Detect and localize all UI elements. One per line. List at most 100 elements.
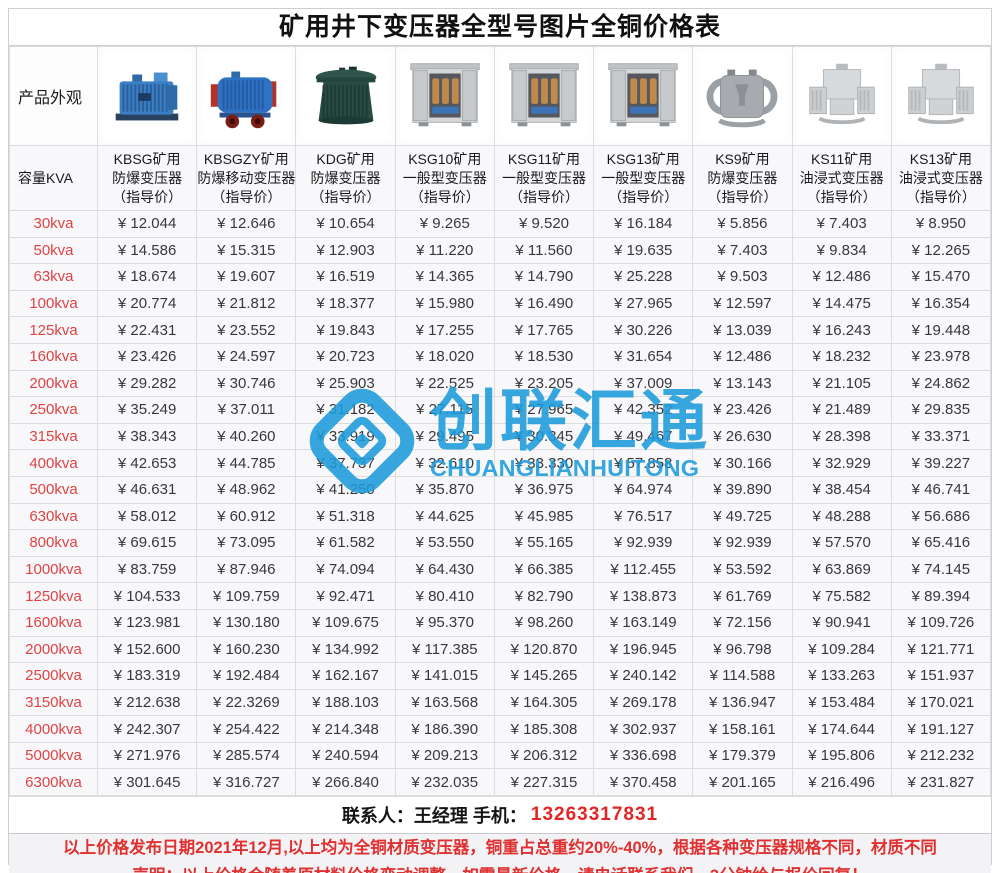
model-header-line: 防爆变压器: [310, 169, 381, 186]
capacity-cell: 2500kva: [9, 662, 98, 690]
price-cell: ¥ 271.976: [96, 741, 198, 770]
price-cell: ¥ 18.674: [96, 263, 198, 291]
capacity-cell: 1250kva: [9, 582, 98, 610]
capacity-cell: 125kva: [9, 316, 98, 344]
price-cell: ¥ 158.161: [692, 715, 793, 743]
price-cell: ¥ 18.020: [394, 342, 495, 371]
price-cell: ¥ 44.785: [196, 449, 297, 477]
price-cell: ¥ 72.156: [692, 608, 793, 637]
price-cell: ¥ 316.727: [196, 768, 297, 797]
price-cell: ¥ 29.495: [394, 422, 495, 451]
price-cell: ¥ 21.812: [196, 289, 297, 318]
price-cell: ¥ 160.230: [196, 635, 297, 664]
product-photo-3: [295, 46, 396, 146]
price-cell: ¥ 48.288: [791, 502, 892, 531]
price-cell: ¥ 32.929: [791, 449, 892, 477]
price-cell: ¥ 37.009: [593, 369, 694, 398]
price-cell: ¥ 42.653: [96, 449, 198, 477]
price-cell: ¥ 74.094: [295, 555, 396, 584]
price-cell: ¥ 163.568: [394, 688, 495, 717]
model-header-cell: KSG13矿用 一般型变压器 （指导价）: [593, 145, 694, 211]
price-row: 50kva ¥ 14.586 ¥ 15.315 ¥ 12.903 ¥ 11.220 ¥ 1…: [9, 236, 992, 265]
price-cell: ¥ 21.489: [791, 396, 892, 424]
price-cell: ¥ 31.182: [295, 396, 396, 424]
disclaimer-line2: 声明：以上价格会随着原材料价格变动调整，如需最新价格，请电话联系我们，3分钟给与…: [132, 862, 867, 873]
price-cell: ¥ 19.448: [890, 316, 992, 344]
capacity-cell: 3150kva: [9, 688, 98, 717]
capacity-corner-cell: 容量KVA: [9, 145, 98, 211]
price-cell: ¥ 14.475: [791, 289, 892, 318]
capacity-cell: 500kva: [9, 475, 98, 504]
price-cell: ¥ 48.962: [196, 475, 297, 504]
capacity-cell: 63kva: [9, 263, 98, 291]
price-cell: ¥ 9.834: [791, 236, 892, 265]
price-cell: ¥ 9.265: [394, 210, 495, 238]
price-cell: ¥ 133.263: [791, 662, 892, 690]
capacity-cell: 160kva: [9, 342, 98, 371]
price-cell: ¥ 87.946: [196, 555, 297, 584]
capacity-cell: 1000kva: [9, 555, 98, 584]
price-cell: ¥ 11.560: [493, 236, 595, 265]
price-cell: ¥ 16.184: [593, 210, 694, 238]
price-cell: ¥ 31.654: [593, 342, 694, 371]
price-cell: ¥ 141.015: [394, 662, 495, 690]
sheet-frame: 矿用井下变压器全型号图片全铜价格表 产品外观: [8, 8, 992, 873]
price-cell: ¥ 7.403: [692, 236, 793, 265]
price-cell: ¥ 40.260: [196, 422, 297, 451]
kdg-round-green-transformer-image: [301, 52, 390, 140]
price-cell: ¥ 104.533: [96, 582, 198, 610]
price-cell: ¥ 7.403: [791, 210, 892, 238]
capacity-cell: 400kva: [9, 449, 98, 477]
price-cell: ¥ 12.265: [890, 236, 992, 265]
price-cell: ¥ 63.869: [791, 555, 892, 584]
model-header-line: KS11矿用: [811, 150, 873, 167]
price-cell: ¥ 8.950: [890, 210, 992, 238]
kbsgzy-mobile-transformer-wheels-image: [202, 52, 291, 140]
price-cell: ¥ 152.600: [96, 635, 198, 664]
model-header-line: （指导价）: [508, 188, 579, 205]
product-photo-2: [196, 46, 297, 146]
model-header-line: 防爆变压器: [707, 169, 778, 186]
price-cell: ¥ 15.980: [394, 289, 495, 318]
price-cell: ¥ 12.597: [692, 289, 793, 318]
price-row: 3150kva ¥ 212.638 ¥ 22.3269 ¥ 188.103 ¥ 163.…: [9, 688, 992, 717]
price-cell: ¥ 95.370: [394, 608, 495, 637]
price-cell: ¥ 39.227: [890, 449, 992, 477]
model-header-line: （指导价）: [707, 188, 778, 205]
price-cell: ¥ 153.484: [791, 688, 892, 717]
price-cell: ¥ 75.582: [791, 582, 892, 610]
price-cell: ¥ 66.385: [493, 555, 595, 584]
product-photo-6: [593, 46, 694, 146]
price-cell: ¥ 232.035: [394, 768, 495, 797]
model-header-line: KBSG矿用: [113, 150, 181, 167]
price-cell: ¥ 15.470: [890, 263, 992, 291]
price-cell: ¥ 30.345: [493, 422, 595, 451]
model-header-line: 一般型变压器: [402, 169, 487, 186]
price-cell: ¥ 61.582: [295, 529, 396, 557]
disclaimer: 以上价格发布日期2021年12月,以上均为全铜材质变压器，铜重占总重约20%-4…: [9, 833, 991, 873]
model-header-cell: KBSG矿用 防爆变压器 （指导价）: [96, 145, 198, 211]
capacity-cell: 5000kva: [9, 741, 98, 770]
product-photo-7: [692, 46, 793, 146]
price-cell: ¥ 192.484: [196, 662, 297, 690]
price-cell: ¥ 109.284: [791, 635, 892, 664]
model-header-line: 防爆变压器: [112, 169, 183, 186]
model-header-line: 防爆移动变压器: [197, 169, 296, 186]
price-row: 4000kva ¥ 242.307 ¥ 254.422 ¥ 214.348 ¥ 186.…: [9, 715, 992, 743]
price-row: 63kva ¥ 18.674 ¥ 19.607 ¥ 16.519 ¥ 14.365 ¥ 1…: [9, 263, 992, 291]
price-cell: ¥ 183.319: [96, 662, 198, 690]
price-cell: ¥ 46.631: [96, 475, 198, 504]
price-cell: ¥ 30.226: [593, 316, 694, 344]
price-cell: ¥ 80.410: [394, 582, 495, 610]
price-cell: ¥ 185.308: [493, 715, 595, 743]
capacity-cell: 630kva: [9, 502, 98, 531]
price-cell: ¥ 174.644: [791, 715, 892, 743]
model-header-line: （指导价）: [905, 188, 976, 205]
price-cell: ¥ 74.145: [890, 555, 992, 584]
price-cell: ¥ 134.992: [295, 635, 396, 664]
model-header-line: 一般型变压器: [601, 169, 686, 186]
price-cell: ¥ 18.232: [791, 342, 892, 371]
price-cell: ¥ 60.912: [196, 502, 297, 531]
price-cell: ¥ 64.974: [593, 475, 694, 504]
model-header-line: KBSGZY矿用: [203, 150, 289, 167]
